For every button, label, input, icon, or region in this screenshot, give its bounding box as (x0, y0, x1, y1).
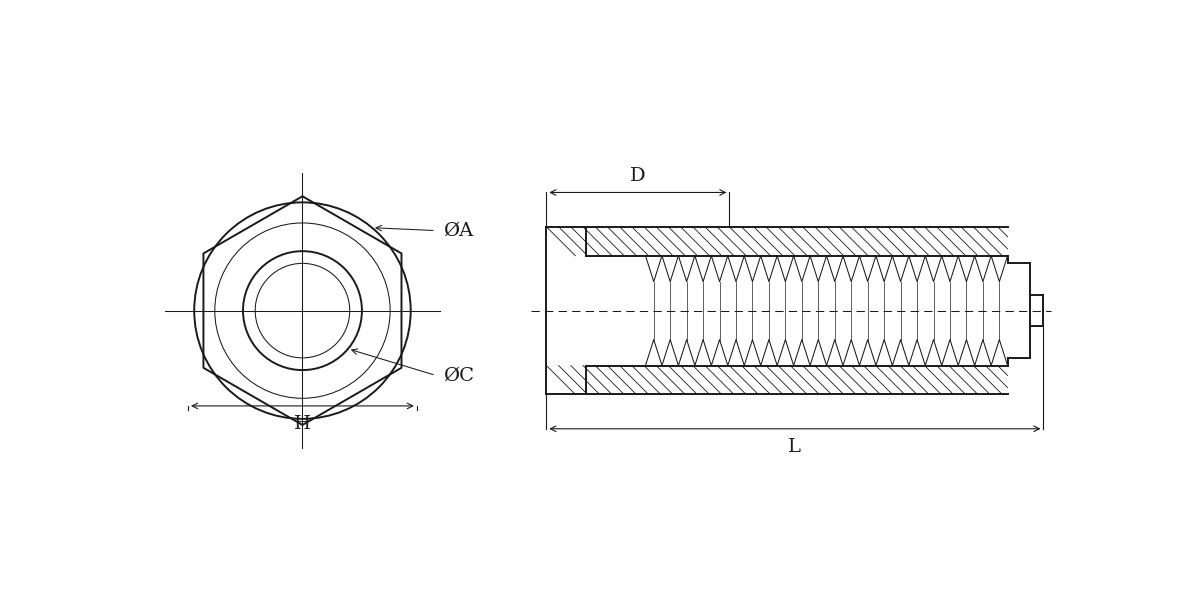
Text: ØC: ØC (444, 367, 474, 385)
Text: H: H (294, 415, 311, 433)
Text: D: D (630, 167, 646, 185)
Text: L: L (788, 438, 802, 456)
Text: ØA: ØA (444, 221, 474, 239)
